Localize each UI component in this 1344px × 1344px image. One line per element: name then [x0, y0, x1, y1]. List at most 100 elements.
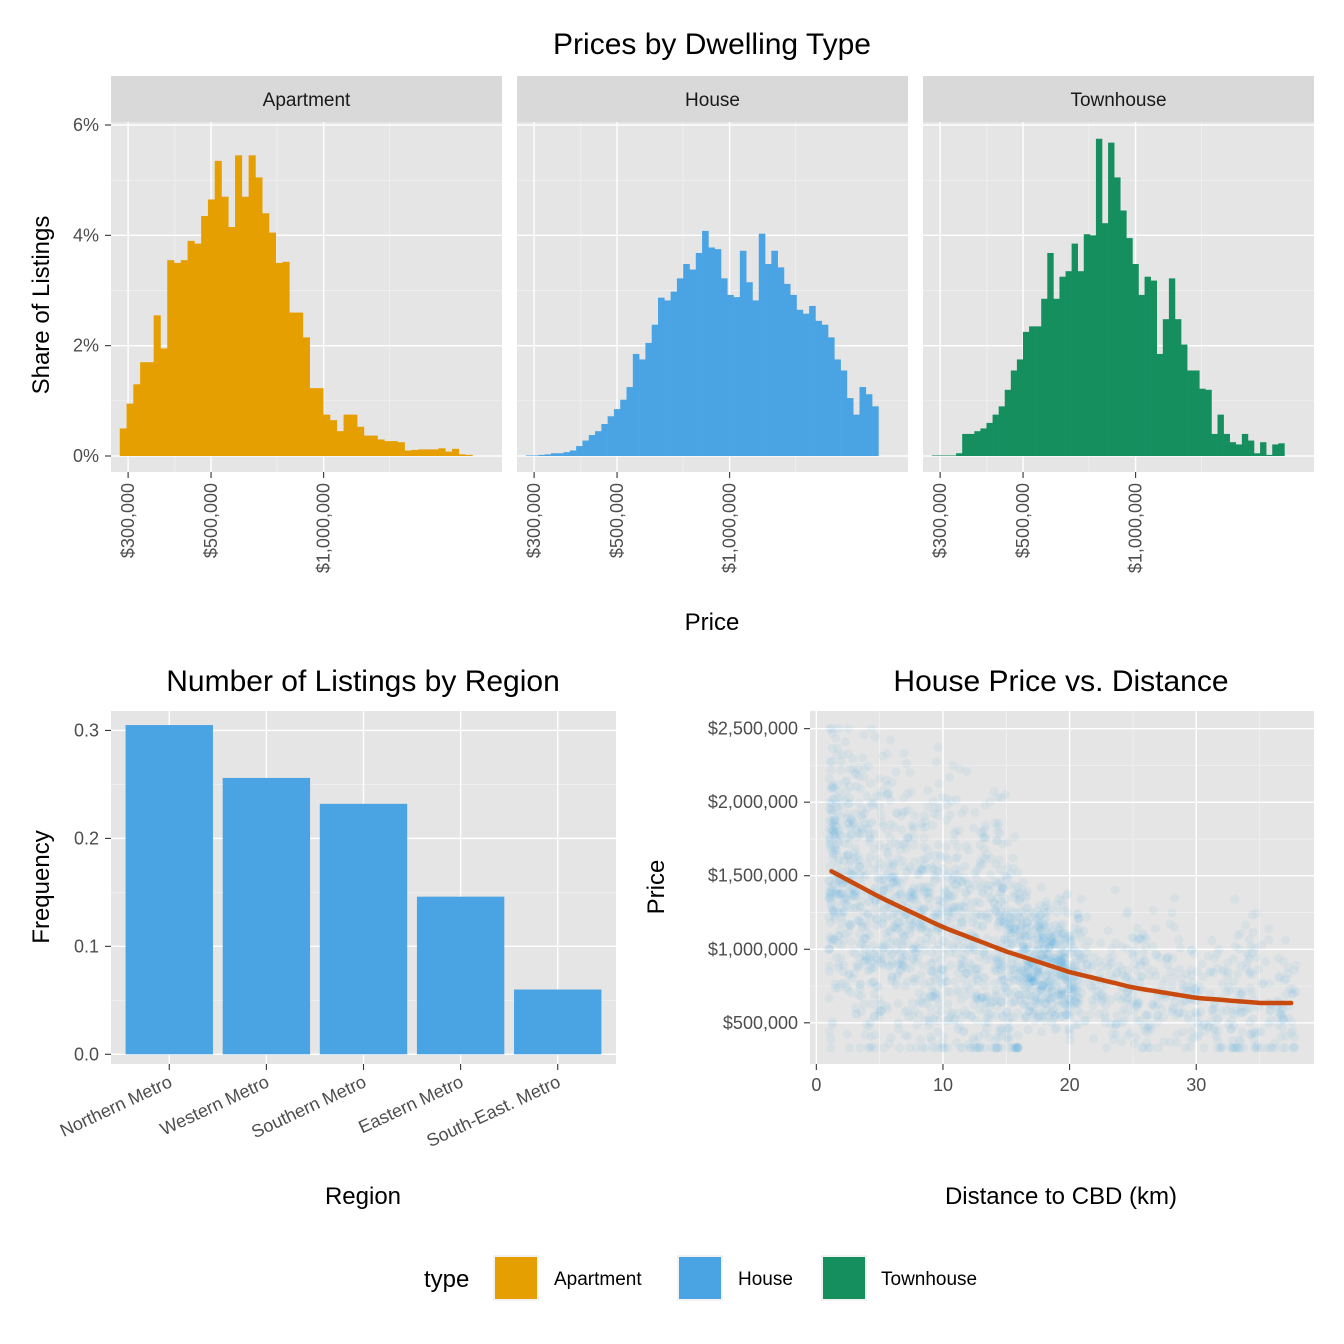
scatter-point: [1003, 837, 1013, 847]
scatter-point: [875, 1006, 885, 1017]
scatter-point: [1050, 950, 1060, 960]
scatter-point: [1016, 921, 1026, 931]
scatter-point: [1136, 957, 1146, 967]
scatter-point: [824, 944, 835, 954]
scatter-point: [881, 873, 891, 883]
scatter-point: [1101, 1000, 1111, 1011]
histogram-bar: [323, 414, 331, 456]
scatter-point: [1064, 983, 1074, 994]
scatter-point: [1065, 981, 1075, 991]
scatter-point: [833, 938, 843, 948]
scatter-point: [1095, 968, 1105, 978]
histogram-bar: [1108, 142, 1115, 457]
scatter-point: [1019, 975, 1029, 985]
scatter-point: [871, 791, 881, 801]
scatter-point: [972, 974, 983, 984]
scatter-point: [854, 855, 865, 865]
scatter-point: [1277, 1022, 1287, 1032]
histogram-bar: [465, 454, 473, 456]
scatter-point: [1235, 1036, 1245, 1046]
scatter-point: [957, 808, 967, 818]
scatter-point: [1210, 1001, 1220, 1011]
scatter-point: [1195, 1007, 1206, 1017]
histogram-bar: [834, 359, 841, 456]
scatter-point: [942, 986, 952, 997]
scatter-point: [1214, 944, 1224, 954]
scatter-point: [1029, 1005, 1039, 1015]
scatter-point: [848, 753, 858, 764]
scatter-point: [979, 844, 989, 854]
scatter-point: [883, 788, 893, 798]
scatter-point: [1153, 999, 1163, 1009]
scatter-point: [993, 959, 1003, 969]
scatter-point: [1037, 923, 1047, 933]
scatter-point: [825, 839, 835, 849]
scatter-point: [1190, 1007, 1201, 1017]
histogram-bar: [974, 431, 981, 456]
scatter-point: [824, 892, 834, 903]
scatter-point: [1288, 989, 1298, 999]
scatter-point: [1144, 1020, 1154, 1030]
scatter-point: [1077, 961, 1087, 971]
scatter-point: [1066, 939, 1076, 949]
scatter-point: [839, 894, 849, 904]
scatter-point: [892, 972, 902, 982]
scatter-point: [998, 882, 1008, 893]
scatter-point: [1051, 955, 1061, 965]
histogram-bar: [1260, 442, 1267, 456]
scatter-point: [900, 1030, 910, 1040]
scatter-point: [1021, 903, 1031, 913]
scatter-point: [1283, 968, 1293, 978]
scatter-point: [854, 862, 865, 872]
histogram-bar: [370, 435, 378, 456]
scatter-point: [875, 774, 885, 784]
scatter-point: [909, 840, 919, 850]
scatter-point: [997, 960, 1007, 971]
scatter-point: [900, 981, 910, 991]
scatter-point: [1003, 971, 1013, 982]
histogram-bars: [931, 138, 1285, 457]
scatter-point: [1247, 948, 1258, 958]
scatter-point: [969, 823, 979, 833]
scatter-point: [1015, 976, 1025, 986]
scatter-point: [1270, 1038, 1280, 1048]
scatter-point: [980, 820, 991, 830]
scatter-point: [949, 1015, 959, 1025]
scatter-point: [882, 1004, 893, 1014]
scatter-point: [1062, 975, 1072, 985]
scatter-point: [839, 855, 849, 866]
scatter-point: [1116, 1037, 1126, 1047]
scatter-point: [1034, 914, 1044, 924]
scatter-point: [1062, 978, 1072, 988]
scatter-point: [1041, 896, 1051, 907]
scatter-point: [849, 847, 860, 857]
scatter-point: [1038, 953, 1048, 963]
scatter-point: [916, 970, 926, 980]
scatter-point: [1007, 915, 1018, 925]
scatter-point: [852, 915, 862, 926]
scatter-point: [934, 803, 944, 813]
scatter-point: [1012, 931, 1022, 941]
histogram-bar: [563, 452, 571, 456]
scatter-point: [1031, 996, 1042, 1006]
scatter-point: [1250, 943, 1260, 953]
histogram-bar: [309, 388, 317, 456]
scatter-point: [1044, 994, 1054, 1004]
scatter-point: [1073, 913, 1083, 923]
scatter-point: [1039, 944, 1050, 954]
scatter-point: [1054, 928, 1064, 938]
scatter-point: [1273, 1013, 1283, 1023]
histogram-bar: [187, 240, 195, 456]
scatter-point: [1239, 1006, 1249, 1017]
histogram-bar: [289, 312, 297, 456]
scatter-point: [884, 925, 894, 936]
legend: type Apartment House Townhouse: [424, 1255, 977, 1301]
scatter-point: [1037, 981, 1047, 991]
scatter-point: [1149, 966, 1159, 976]
scatter-point: [826, 816, 836, 826]
histogram-bar: [658, 297, 665, 456]
scatter-point: [979, 1043, 990, 1053]
scatter-point: [837, 888, 847, 899]
scatter-point: [1039, 948, 1049, 958]
x-axis-title: Price: [685, 609, 740, 636]
